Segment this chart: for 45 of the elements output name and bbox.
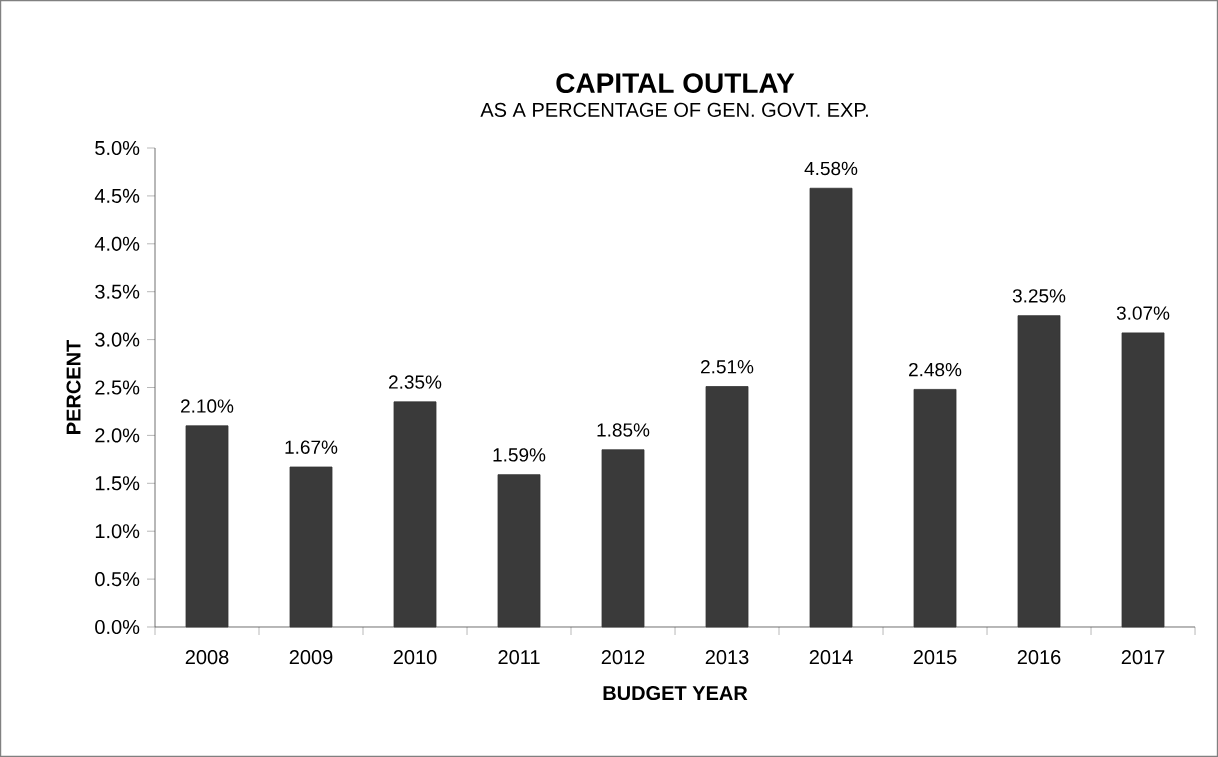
y-axis-title: PERCENT (66, 339, 81, 434)
bar (393, 401, 437, 628)
x-tick-label: 2014 (809, 650, 853, 665)
x-axis-title: BUDGET YEAR (603, 685, 748, 701)
bar (1121, 332, 1165, 628)
bar (705, 386, 749, 628)
data-label: 1.59% (493, 448, 546, 462)
y-tick-label: 0.0% (95, 619, 140, 635)
bar (497, 474, 541, 628)
data-label: 1.67% (285, 440, 338, 454)
data-label: 2.48% (909, 362, 962, 377)
y-tick-label: 1.0% (95, 524, 140, 539)
data-label: 1.85% (597, 423, 650, 437)
x-tick-label: 2017 (1121, 650, 1165, 665)
data-label: 3.07% (1116, 306, 1170, 320)
bar (809, 187, 853, 628)
y-tick-label: 4.0% (94, 236, 140, 251)
y-tick-label: 3.5% (95, 284, 140, 299)
y-tick-label: 2.0% (95, 428, 140, 443)
bar (913, 389, 957, 628)
x-tick-label: 2010 (393, 650, 437, 665)
data-label: 2.10% (181, 399, 234, 413)
y-tick-label: 4.5% (94, 188, 140, 203)
chart-title: CAPITAL OUTLAY (556, 73, 795, 94)
bar (1017, 315, 1061, 628)
y-tick-label: 2.5% (95, 380, 140, 395)
x-tick-label: 2016 (1017, 650, 1061, 665)
y-tick-label: 3.0% (95, 332, 140, 347)
y-tick-label: 1.5% (95, 476, 140, 491)
bar (289, 466, 333, 628)
y-tick-label: 5.0% (95, 140, 140, 156)
x-tick-label: 2012 (601, 650, 645, 665)
data-label: 4.58% (804, 161, 858, 176)
data-label: 2.35% (389, 375, 442, 389)
bar (601, 449, 645, 628)
x-tick-label: 2015 (913, 650, 957, 665)
data-label: 2.51% (701, 360, 754, 374)
x-tick-label: 2011 (498, 650, 540, 665)
bar (185, 425, 229, 628)
y-tick-label: 0.5% (95, 572, 140, 587)
x-tick-label: 2009 (289, 650, 333, 665)
x-tick-label: 2013 (705, 650, 749, 665)
x-tick-label: 2008 (185, 650, 229, 665)
chart-subtitle: AS A PERCENTAGE OF GEN. GOVT. EXP. (480, 102, 868, 117)
data-label: 3.25% (1012, 289, 1066, 303)
